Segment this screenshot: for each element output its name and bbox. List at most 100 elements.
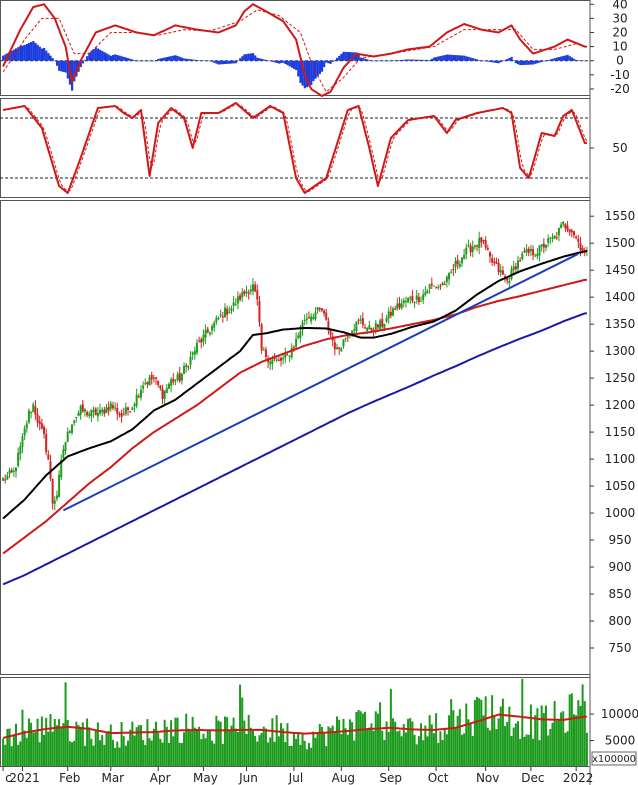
- candle-body: [101, 409, 104, 413]
- macd-ytick-label: 40: [612, 0, 627, 11]
- candle-body: [551, 237, 554, 239]
- candle-body: [310, 316, 313, 322]
- candle-body: [258, 301, 261, 323]
- macd-histogram-bar: [236, 60, 240, 62]
- candle-body: [301, 322, 304, 330]
- volume-bar: [407, 718, 410, 766]
- candle-body: [497, 262, 500, 273]
- volume-bar: [103, 744, 106, 766]
- macd-histogram-bar: [148, 60, 151, 62]
- macd-histogram-bar: [133, 60, 136, 61]
- volume-bar: [506, 721, 509, 766]
- macd-histogram-bar: [383, 60, 386, 62]
- macd-histogram-bar: [90, 50, 93, 61]
- x-tick-label: Nov: [476, 771, 499, 785]
- volume-bar: [251, 730, 254, 766]
- volume-bar: [96, 722, 99, 766]
- volume-bar: [286, 723, 289, 766]
- candle-body: [428, 284, 431, 289]
- volume-bar: [60, 727, 63, 766]
- macd-histogram-bar: [165, 57, 169, 61]
- volume-bar: [366, 729, 369, 766]
- macd-histogram-bar: [432, 57, 436, 61]
- volume-bar: [189, 730, 192, 766]
- candle-body: [400, 303, 403, 309]
- volume-bar: [510, 735, 513, 766]
- macd-histogram-bar: [157, 58, 160, 61]
- macd-histogram-bar: [195, 60, 199, 61]
- macd-histogram-bar: [254, 55, 257, 61]
- price-ytick-label: 850: [609, 587, 632, 601]
- volume-bar: [38, 742, 41, 766]
- candle-body: [460, 257, 463, 264]
- price-panel: 1550 1500 1450 1400 1350 1300 1250 1200 1150 1100…: [2, 209, 635, 655]
- macd-histogram-bar: [299, 60, 302, 83]
- macd-histogram-bar: [493, 60, 496, 63]
- candle-body: [174, 379, 177, 381]
- candle-body: [144, 383, 147, 385]
- candle-body: [353, 329, 356, 331]
- macd-histogram-bar: [331, 60, 334, 62]
- candle-body: [555, 237, 558, 239]
- volume-bar: [45, 717, 48, 766]
- price-ytick-label: 1200: [605, 398, 636, 412]
- volume-bar: [146, 719, 149, 766]
- volume-bar: [516, 721, 519, 766]
- macd-histogram-bar: [463, 55, 466, 61]
- candle-body: [36, 414, 39, 423]
- volume-bar: [450, 699, 453, 766]
- candle-body: [510, 268, 513, 280]
- macd-histogram-bar: [152, 60, 156, 62]
- candle-body: [264, 349, 267, 358]
- macd-histogram-bar: [163, 57, 166, 61]
- volume-bar: [232, 717, 235, 766]
- price-ytick-label: 1000: [605, 506, 636, 520]
- macd-histogram-bar: [551, 58, 554, 61]
- candle-body: [150, 374, 153, 380]
- volume-bar: [568, 694, 571, 766]
- candle-body: [260, 324, 263, 351]
- volume-bar: [19, 741, 22, 766]
- candle-body: [568, 229, 571, 233]
- macd-histogram-bar: [131, 59, 134, 61]
- macd-histogram-bar: [439, 56, 442, 61]
- candle-body: [6, 475, 9, 480]
- candle-body: [456, 259, 459, 265]
- volume-bar: [348, 719, 351, 766]
- candle-body: [396, 303, 399, 309]
- candle-body: [521, 253, 524, 260]
- macd-histogram-bar: [355, 52, 358, 61]
- candle-body: [275, 359, 278, 361]
- macd-histogram-bar: [71, 60, 74, 91]
- macd-histogram-bar: [51, 58, 54, 61]
- candle-body: [146, 381, 149, 385]
- volume-bar: [305, 749, 308, 766]
- volume-bar: [152, 728, 155, 766]
- macd-histogram-bar: [118, 55, 121, 61]
- macd-histogram-bar: [534, 60, 537, 64]
- macd-histogram-bar: [458, 55, 462, 61]
- volume-bar: [90, 738, 93, 766]
- candle-body: [180, 373, 183, 381]
- candle-body: [232, 302, 235, 306]
- price-ytick-label: 1300: [605, 344, 636, 358]
- candle-body: [170, 379, 173, 387]
- macd-histogram-bar: [124, 57, 128, 61]
- macd-ytick-label: -20: [610, 82, 630, 96]
- macd-histogram-bar: [480, 60, 483, 62]
- candle-body: [579, 243, 582, 251]
- macd-histogram-bar: [114, 54, 117, 61]
- macd-histogram-bar: [424, 59, 427, 61]
- candle-body: [167, 384, 170, 389]
- macd-histogram-bar: [47, 53, 50, 61]
- macd-histogram-bar: [49, 55, 52, 61]
- macd-histogram-bar: [476, 59, 479, 61]
- volume-bar: [570, 693, 573, 766]
- volume-bar: [323, 733, 326, 766]
- macd-histogram-bar: [585, 60, 589, 62]
- volume-bar: [476, 696, 479, 766]
- volume-bar: [245, 733, 248, 766]
- volume-ytick-label: 5000: [605, 734, 636, 748]
- volume-bar: [124, 745, 127, 766]
- volume-bar: [109, 724, 112, 766]
